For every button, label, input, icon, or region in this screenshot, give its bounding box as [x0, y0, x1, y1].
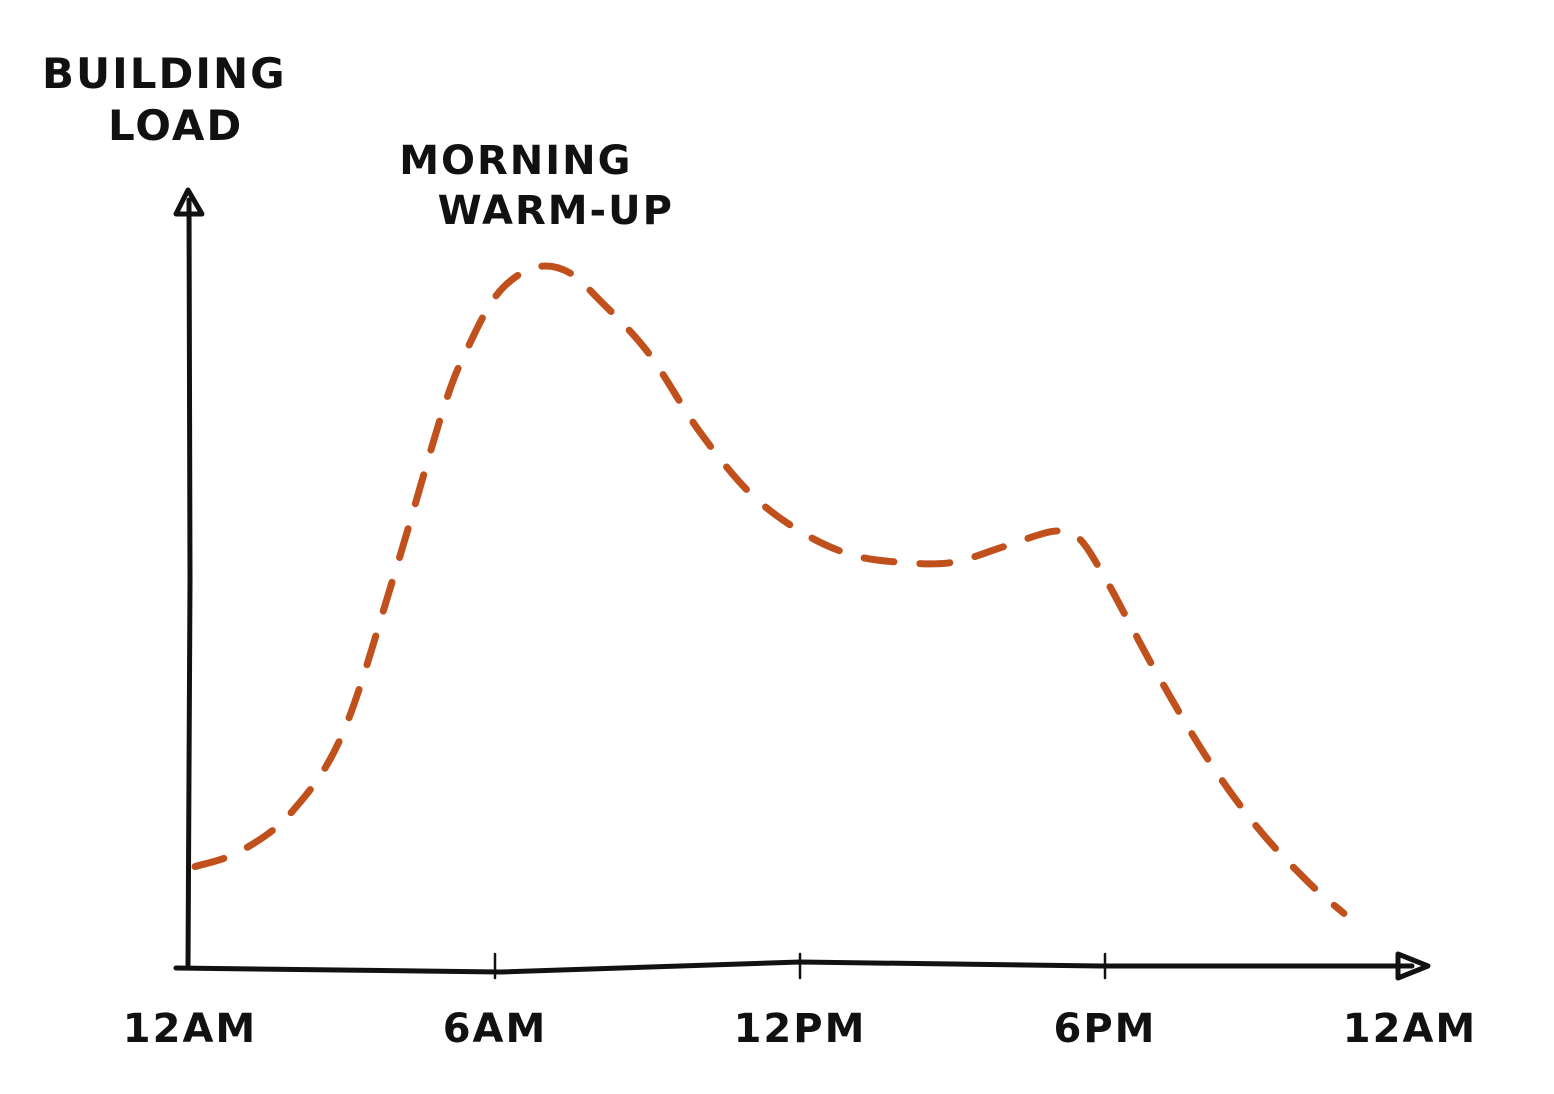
x-axis [173, 959, 1415, 975]
x-tick-label: 12PM [734, 1006, 867, 1052]
building-load-series-line [191, 262, 1348, 917]
series-group [191, 262, 1348, 917]
y-axis [185, 197, 193, 971]
x-tick-label: 12AM [123, 1006, 257, 1052]
y-axis-label-line-2: LOAD [108, 101, 243, 150]
y-axis-label: BUILDING [42, 49, 287, 98]
x-tick-label: 12AM [1343, 1006, 1477, 1052]
x-tick-label: 6AM [443, 1006, 548, 1052]
annotation-line: WARM-UP [438, 188, 674, 234]
y-axis-label-second: LOAD [108, 101, 243, 150]
y-axis-label-line-1: BUILDING [42, 49, 287, 98]
annotation-line: MORNING [399, 138, 632, 184]
y-axis-arrowhead [173, 187, 205, 217]
x-tick-label: 6PM [1054, 1006, 1157, 1052]
x-axis-arrowhead [1395, 951, 1431, 981]
x-tick-group: 12AM 6AM 12PM 6PM 12AM [123, 952, 1477, 1052]
